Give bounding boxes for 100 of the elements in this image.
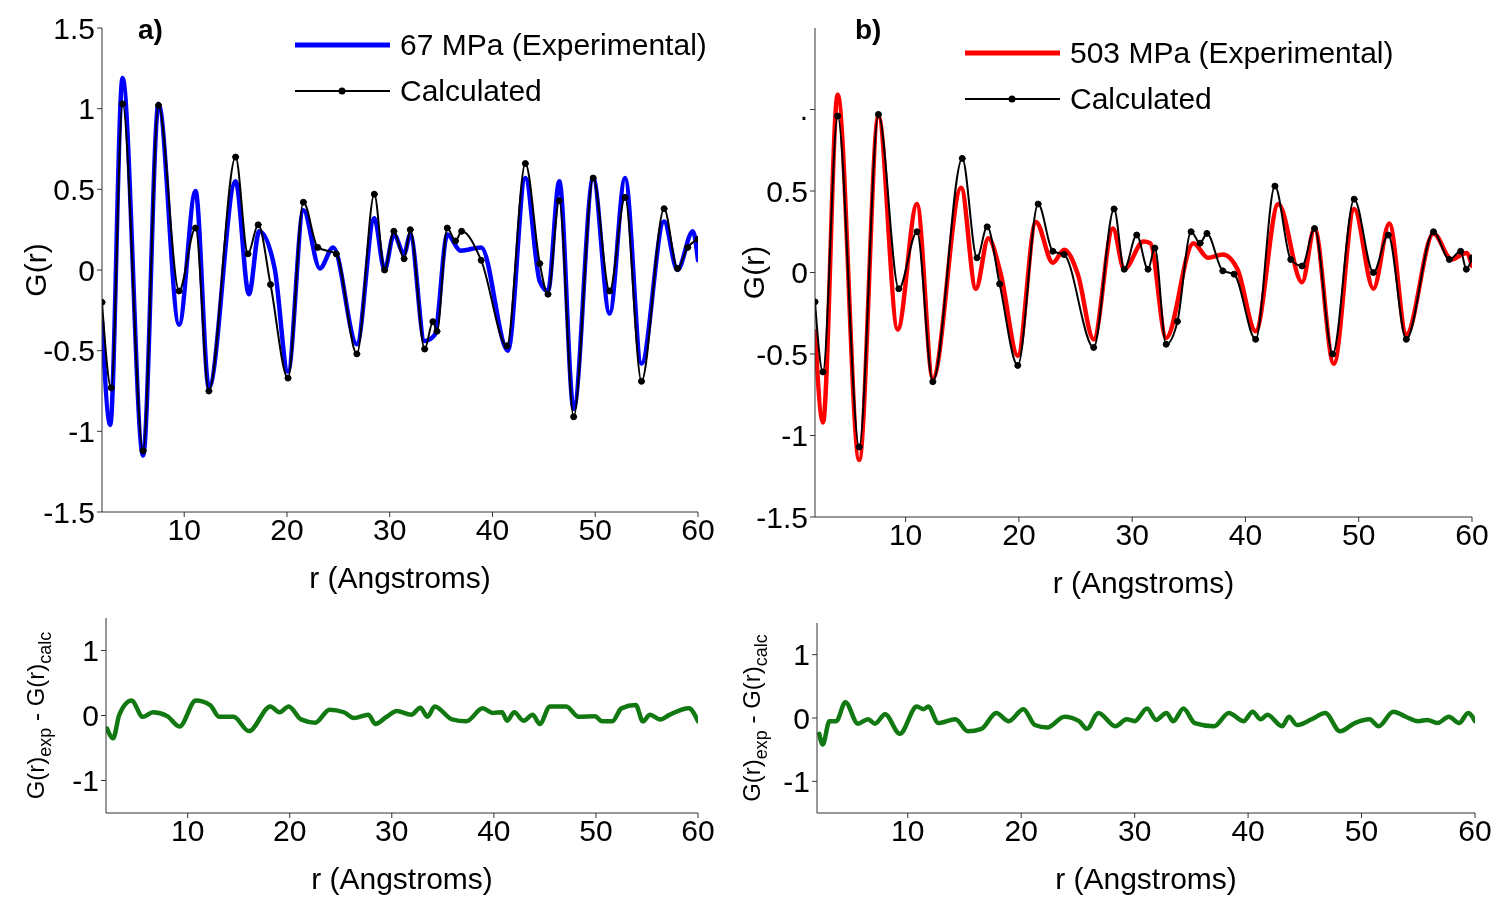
point [332,250,340,258]
x-tick-label: 40 [1231,814,1265,848]
x-tick-label: 40 [477,814,511,848]
point [855,443,863,451]
point [1252,335,1260,343]
x-tick-label: 30 [1115,518,1149,552]
x-tick-label: 20 [1004,814,1038,848]
point [1369,269,1377,276]
point [973,254,981,262]
point [314,243,322,251]
x-tick-label: 60 [681,513,715,547]
x-tick-label: 30 [1117,814,1152,848]
point [673,264,681,272]
x-tick-label: 60 [681,814,715,848]
y-tick-label: 1 [82,634,99,668]
y-tick-label: 0.5 [53,172,95,206]
point [1203,229,1211,237]
point [1162,340,1170,348]
y-tick-label: 0 [82,699,99,733]
line-series [106,698,698,741]
point [874,110,882,118]
x-tick-label: 40 [1228,518,1263,552]
x-tick-label: 50 [1344,814,1379,848]
x-tick-label: 30 [375,814,409,848]
point [1384,231,1392,239]
point [353,350,361,358]
point [1271,182,1279,190]
point [205,387,213,395]
point [232,153,240,161]
point [1219,267,1227,275]
x-tick-label: 50 [1342,518,1376,552]
point [458,227,466,235]
y-tick-label: -1 [68,414,95,448]
x-axis-title: r (Angstroms) [1055,862,1237,895]
point [589,174,597,182]
point [834,112,842,120]
y-tick-label: -1 [72,764,99,798]
legend-label: 503 MPa (Experimental) [1070,35,1394,71]
y-tick-label: . [799,93,808,127]
point [958,154,966,162]
point [1133,231,1141,239]
x-tick-label: 10 [891,814,925,848]
point [1034,200,1042,208]
legend-label: 67 MPa (Experimental) [400,27,707,63]
point [443,224,451,232]
point [555,197,563,205]
point [390,227,398,235]
y-tick-label: -1 [781,419,808,453]
y-axis-title: G(r) [18,243,51,297]
y-tick-label: -0.5 [756,337,808,371]
point [521,160,529,168]
point [929,378,937,386]
x-tick-label: 50 [578,513,612,547]
point [660,205,668,213]
y-tick-label: -1.5 [756,500,808,534]
point [192,224,200,232]
y-axis-title: G(r) [736,245,769,300]
point [119,100,127,108]
point [684,243,692,251]
annotation: b) [855,14,882,46]
point [299,198,307,206]
point [433,327,441,335]
point [913,228,921,236]
y-tick-label: 0 [793,701,810,735]
point [254,221,262,229]
point [451,237,459,245]
x-tick-label: 10 [167,513,201,547]
point [1457,247,1465,255]
annotation: a) [138,14,163,46]
point [1049,247,1057,255]
point [1060,251,1068,259]
point [1120,265,1128,273]
point [139,447,147,455]
legend-label: Calculated [400,73,542,109]
y-tick-label: -0.5 [43,334,95,368]
point [1402,335,1410,343]
x-tick-label: 60 [1455,518,1489,552]
point [1350,195,1358,203]
point [421,345,429,353]
point [284,374,292,382]
point [544,290,552,298]
x-axis-title: r (Angstroms) [1052,566,1235,599]
x-tick-label: 60 [1458,814,1492,848]
point [570,413,578,421]
y-tick-label: 1 [78,92,95,126]
point [1196,239,1204,247]
point [1445,255,1453,263]
point [1144,265,1152,273]
legend-label: Calculated [1070,81,1212,117]
point [503,342,511,350]
point [155,101,163,109]
point [1014,361,1022,369]
x-axis-title: r (Angstroms) [311,862,493,895]
point [606,287,614,295]
point [400,255,408,263]
point [1462,265,1470,273]
y-tick-label: 0 [791,256,808,290]
point [429,318,437,326]
y-tick-label: -1 [783,764,810,798]
point [244,250,252,258]
